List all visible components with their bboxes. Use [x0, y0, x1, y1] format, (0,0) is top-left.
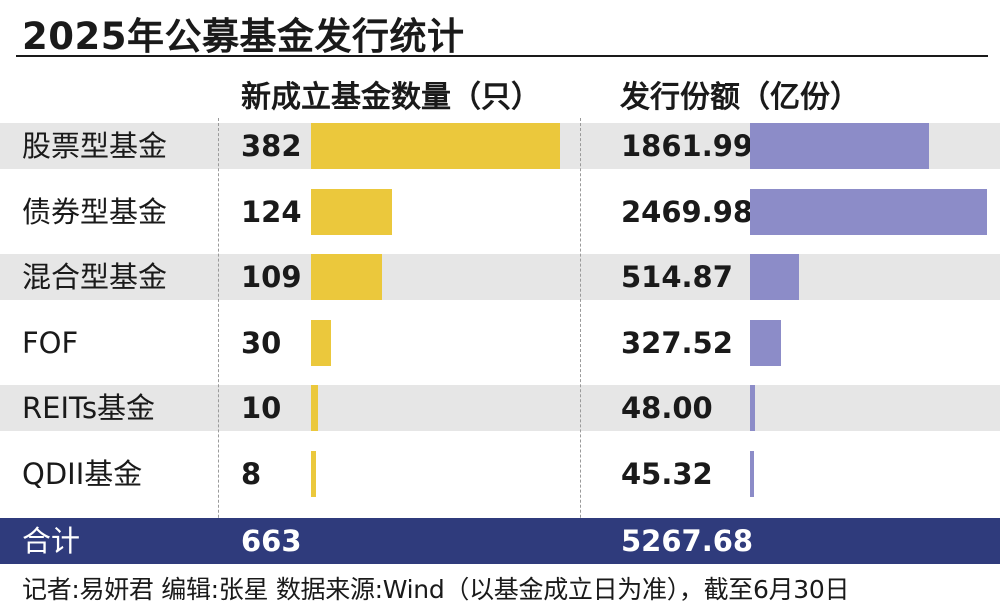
column-divider-share [580, 118, 581, 563]
count-bar [311, 385, 318, 431]
count-column-header: 新成立基金数量（只） [241, 80, 541, 115]
share-bar [750, 254, 800, 300]
total-row: 合计 663 5267.68 [0, 518, 1000, 564]
share-value-label: 48.00 [621, 391, 713, 425]
count-value-label: 109 [241, 260, 302, 294]
count-value-label: 8 [241, 456, 262, 491]
count-value-label: 382 [241, 129, 302, 163]
total-label: 合计 [22, 524, 81, 558]
total-count: 663 [241, 524, 302, 558]
chart-title: 2025年公募基金发行统计 [22, 15, 465, 58]
chart-row: 股票型基金 382 1861.99 [0, 123, 1000, 169]
share-value-label: 45.32 [621, 456, 713, 491]
chart-row: 债券型基金 124 2469.98 [0, 188, 1000, 235]
chart-row: QDII基金 8 45.32 [0, 450, 1000, 497]
count-value-label: 124 [241, 194, 302, 229]
title-divider [16, 55, 988, 57]
category-label: 股票型基金 [22, 129, 168, 163]
category-label: REITs基金 [22, 391, 156, 425]
chart-row: REITs基金 10 48.00 [0, 385, 1000, 431]
count-value-label: 10 [241, 391, 282, 425]
column-divider-category [218, 118, 219, 563]
count-bar [311, 188, 392, 235]
share-bar [750, 123, 929, 169]
count-bar [311, 123, 560, 169]
share-bar [750, 385, 755, 431]
share-value-label: 327.52 [621, 325, 733, 360]
share-bar [750, 319, 782, 366]
share-value-label: 514.87 [621, 260, 733, 294]
category-label: FOF [22, 325, 79, 360]
count-bar [311, 319, 331, 366]
source-footer: 记者:易妍君 编辑:张星 数据来源:Wind（以基金成立日为准），截至6月30日 [22, 575, 850, 604]
chart-row: 混合型基金 109 514.87 [0, 254, 1000, 300]
share-bar [750, 450, 755, 497]
category-label: 混合型基金 [22, 260, 168, 294]
share-column-header: 发行份额（亿份） [620, 80, 860, 115]
count-bar [311, 450, 317, 497]
chart-row: FOF 30 327.52 [0, 319, 1000, 366]
count-bar [311, 254, 383, 300]
total-share: 5267.68 [621, 524, 754, 558]
category-label: 债券型基金 [22, 194, 168, 229]
share-value-label: 1861.99 [621, 129, 754, 163]
count-value-label: 30 [241, 325, 282, 360]
share-value-label: 2469.98 [621, 194, 754, 229]
share-bar [750, 188, 987, 235]
category-label: QDII基金 [22, 456, 143, 491]
